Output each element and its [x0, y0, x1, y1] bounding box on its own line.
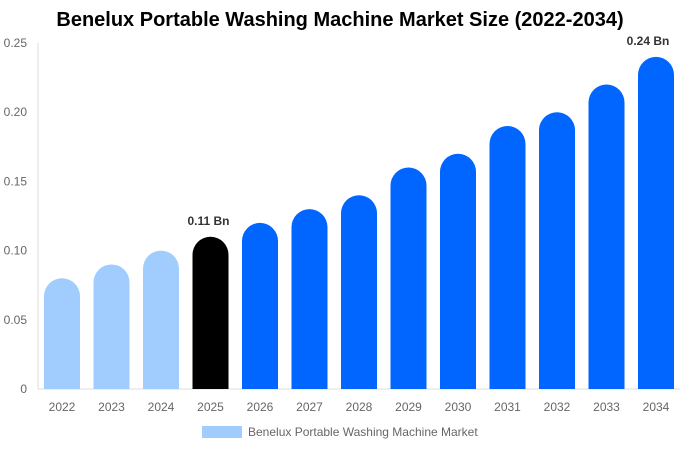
x-tick-label: 2026 [247, 400, 274, 414]
x-tick-label: 2032 [544, 400, 571, 414]
x-tick-label: 2029 [395, 400, 422, 414]
bar-2034[interactable] [638, 56, 674, 390]
bar-2024[interactable] [143, 250, 179, 389]
x-tick-label: 2031 [494, 400, 521, 414]
bar-2022[interactable] [44, 278, 80, 389]
legend-label: Benelux Portable Washing Machine Market [248, 425, 478, 439]
bar-2032[interactable] [539, 112, 575, 389]
x-tick-label: 2025 [197, 400, 224, 414]
x-tick-label: 2028 [346, 400, 373, 414]
bar-2027[interactable] [291, 209, 328, 389]
y-tick-label: 0.05 [4, 313, 28, 327]
bar-2031[interactable] [489, 126, 526, 390]
data-label-2025: 0.11 Bn [187, 214, 229, 228]
data-label-2034: 0.24 Bn [627, 34, 670, 48]
bar-2025[interactable] [192, 236, 229, 389]
bar-2026[interactable] [242, 222, 278, 389]
chart-title: Benelux Portable Washing Machine Market … [56, 9, 624, 31]
x-tick-label: 2027 [296, 400, 323, 414]
x-tick-label: 2034 [643, 400, 670, 414]
x-tick-label: 2023 [98, 400, 125, 414]
y-tick-label: 0.10 [4, 244, 28, 258]
bar-2023[interactable] [93, 264, 130, 389]
bar-2030[interactable] [440, 153, 476, 389]
x-tick-label: 2033 [593, 400, 620, 414]
x-tick-label: 2030 [445, 400, 472, 414]
bar-2029[interactable] [390, 167, 427, 389]
legend-swatch [202, 426, 242, 438]
bar-2033[interactable] [588, 84, 625, 390]
bar-2028[interactable] [341, 195, 377, 389]
x-tick-label: 2024 [148, 400, 175, 414]
y-tick-label: 0.25 [4, 36, 28, 50]
y-tick-label: 0.20 [4, 105, 28, 119]
x-tick-label: 2022 [49, 400, 76, 414]
legend[interactable]: Benelux Portable Washing Machine Market [202, 425, 478, 439]
y-tick-label: 0.15 [4, 174, 28, 188]
y-tick-label: 0 [20, 382, 27, 396]
